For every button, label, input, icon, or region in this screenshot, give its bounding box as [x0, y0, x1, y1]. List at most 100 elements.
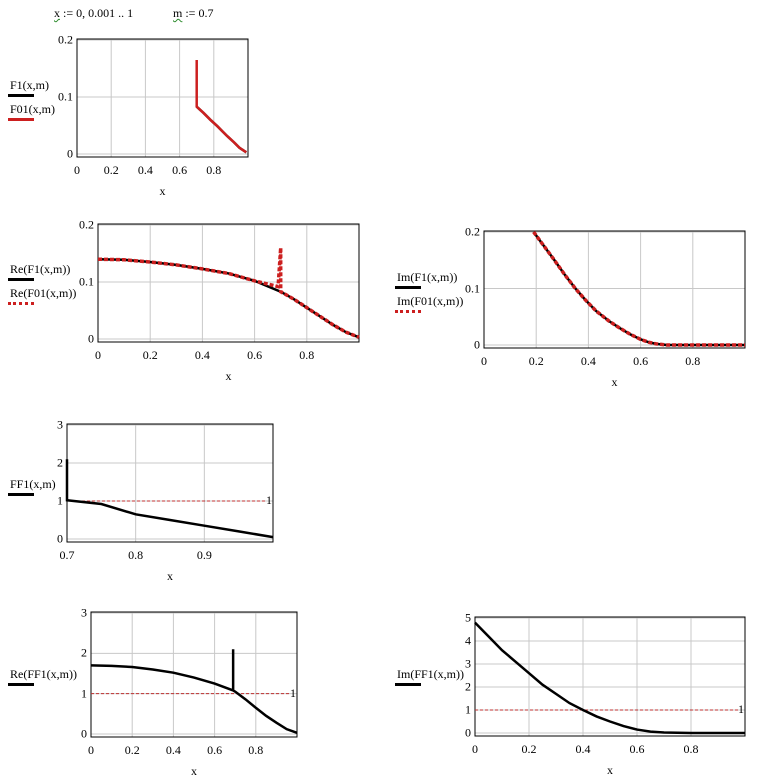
x-tick-label: 0.4	[194, 348, 210, 362]
y-tick-label: 3	[465, 656, 471, 671]
x-tick-label: 0	[472, 742, 478, 756]
legend-label: Im(F01(x,m))	[397, 294, 464, 308]
plot-area	[91, 612, 297, 737]
series-line-2	[195, 59, 247, 154]
x-tick-label: 0.2	[103, 163, 119, 177]
y-tick-label: 2	[57, 455, 63, 470]
plot-area	[475, 617, 745, 736]
legend-swatch	[395, 310, 421, 313]
plot-frame	[90, 611, 298, 738]
plot-area	[77, 39, 248, 157]
plot-1[interactable]	[76, 38, 249, 158]
y-tick-label: 0.2	[58, 32, 73, 47]
x-tick-label: 0.7	[59, 548, 75, 562]
x-tick-label: 0.9	[196, 548, 212, 562]
definition-m[interactable]: m := 0.7	[173, 6, 214, 20]
y-tick-label: 0	[88, 331, 94, 346]
x-tick-label: 0	[481, 354, 487, 368]
legend-swatch	[8, 118, 34, 121]
y-tick-label: 0.1	[58, 89, 73, 104]
plot-2[interactable]	[97, 223, 360, 343]
legend-swatch	[8, 683, 34, 686]
reference-line-label: 1	[266, 493, 272, 507]
x-tick-label: 0.2	[124, 743, 140, 757]
x-tick-label: 0.6	[633, 354, 649, 368]
y-tick-label: 3	[57, 417, 63, 432]
y-tick-label: 0.2	[465, 224, 480, 239]
plot-area	[67, 424, 273, 542]
y-tick-label: 2	[81, 645, 87, 660]
x-axis-label: x	[167, 569, 173, 583]
plot-3[interactable]	[483, 230, 746, 349]
series-line-1	[90, 649, 298, 734]
y-tick-label: 0	[57, 531, 63, 546]
legend-label: Re(F1(x,m))	[10, 262, 71, 276]
legend-label: F01(x,m)	[10, 102, 55, 116]
y-tick-label: 0.1	[465, 281, 480, 295]
y-tick-label: 0	[465, 725, 471, 740]
legend-swatch	[395, 286, 421, 289]
x-axis-label: x	[611, 375, 618, 389]
x-tick-label: 0.2	[528, 354, 544, 368]
y-tick-label: 1	[465, 702, 471, 717]
y-tick-label: 0.1	[79, 274, 94, 289]
y-tick-label: 1	[57, 493, 63, 508]
x-tick-label: 0.4	[137, 163, 153, 177]
plot-4[interactable]	[65, 423, 274, 543]
range-definition-x[interactable]: x := 0, 0.001 .. 1	[54, 6, 134, 20]
legend-swatch	[8, 94, 34, 97]
reference-line-label: 1	[290, 685, 296, 700]
y-tick-label: 0	[81, 726, 87, 741]
x-tick-label: 0.8	[248, 743, 264, 757]
legend-swatch	[395, 683, 421, 686]
x-tick-label: 0.6	[172, 163, 188, 177]
x-axis-label: x	[159, 184, 166, 198]
x-tick-label: 0.8	[685, 354, 701, 368]
y-tick-label: 0.2	[79, 217, 94, 232]
plot-area	[484, 231, 745, 348]
x-axis-label: x	[225, 369, 232, 383]
plot-area	[98, 224, 359, 342]
y-tick-label: 5	[465, 610, 471, 625]
x-axis-label: x	[607, 763, 613, 777]
legend-label: Re(F01(x,m))	[10, 286, 77, 300]
x-tick-label: 0	[95, 348, 101, 362]
series-line-1	[474, 621, 745, 735]
y-tick-label: 4	[465, 633, 471, 648]
x-tick-label: 0.6	[629, 742, 645, 756]
x-tick-label: 0	[88, 743, 94, 757]
plot-frame	[483, 230, 746, 349]
x-tick-label: 0.8	[128, 548, 144, 562]
x-tick-label: 0.8	[683, 742, 699, 756]
y-tick-label: 0	[67, 146, 73, 161]
x-tick-label: 0	[74, 163, 80, 177]
x-axis-label: x	[191, 764, 197, 778]
y-tick-label: 2	[465, 679, 471, 694]
legend-swatch	[8, 278, 34, 281]
x-tick-label: 0.8	[299, 348, 315, 362]
plot-6[interactable]	[474, 616, 746, 737]
y-tick-label: 3	[81, 605, 87, 620]
series-line-2	[97, 247, 360, 339]
legend-label: Im(FF1(x,m))	[397, 667, 464, 681]
plot-5[interactable]	[90, 611, 298, 738]
x-tick-label: 0.4	[165, 743, 181, 757]
plot-frame	[76, 38, 249, 158]
plot-frame	[97, 223, 360, 343]
legend-label: Re(FF1(x,m))	[10, 667, 77, 681]
legend-label: FF1(x,m)	[10, 477, 56, 491]
x-tick-label: 0.2	[142, 348, 158, 362]
x-tick-label: 0.8	[206, 163, 222, 177]
plot-frame	[474, 616, 746, 737]
series-line-2	[532, 230, 745, 347]
x-tick-label: 0.4	[575, 742, 591, 756]
x-tick-label: 0.4	[580, 354, 596, 368]
y-tick-label: 1	[81, 686, 87, 701]
x-tick-label: 0.2	[521, 742, 537, 756]
x-tick-label: 0.6	[207, 743, 223, 757]
y-tick-label: 0	[474, 337, 480, 352]
legend-label: Im(F1(x,m))	[397, 270, 458, 284]
series-line-1	[65, 459, 274, 539]
legend-label: F1(x,m)	[10, 78, 49, 92]
